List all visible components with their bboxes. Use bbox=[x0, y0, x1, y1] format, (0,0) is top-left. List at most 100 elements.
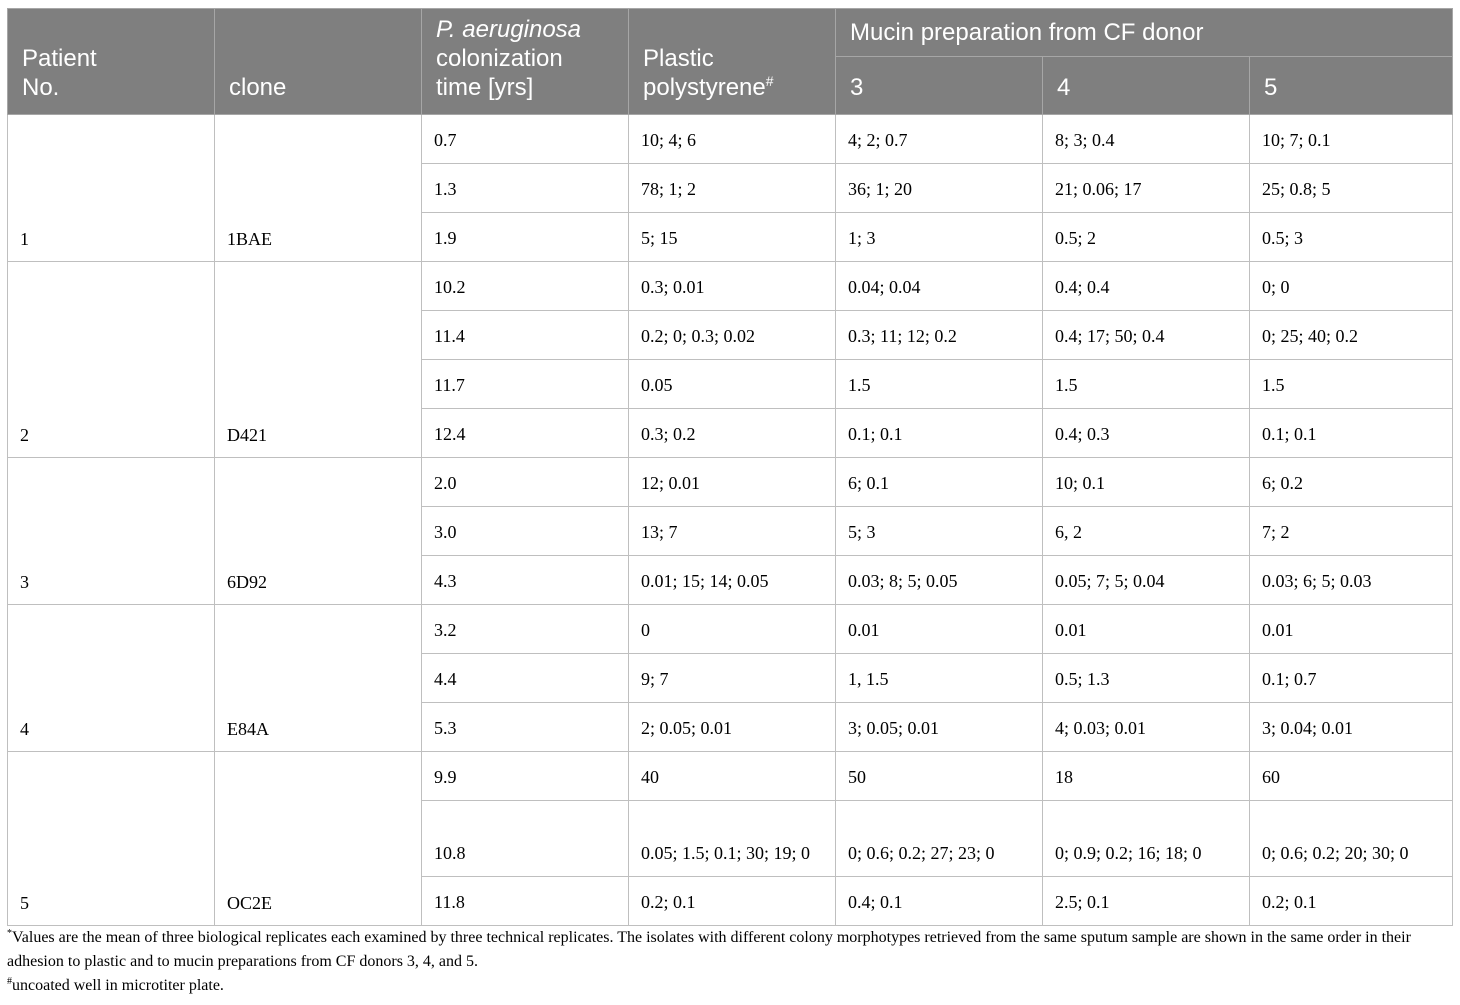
footnote-uncoated: #uncoated well in microtiter plate. bbox=[7, 976, 224, 995]
table-row: 11.7 0.05 1.5 1.5 1.5 bbox=[8, 359, 1454, 409]
cell-donor-5: 0; 25; 40; 0.2 bbox=[1248, 310, 1454, 360]
cell-plastic: 0.2; 0; 0.3; 0.02 bbox=[628, 310, 836, 360]
cell-donor-4: 0.01 bbox=[1042, 604, 1250, 654]
cell-plastic: 0.2; 0.1 bbox=[628, 876, 836, 926]
cell-donor-4: 10; 0.1 bbox=[1042, 457, 1250, 507]
cell-patient-no: 5 bbox=[7, 751, 215, 926]
cell-donor-3: 50 bbox=[835, 751, 1043, 801]
header-donor-3: 3 bbox=[835, 56, 1043, 115]
footnote-values: *Values are the mean of three biological… bbox=[7, 928, 1411, 971]
cell-donor-3: 1; 3 bbox=[835, 212, 1043, 262]
cell-donor-5: 0.01 bbox=[1248, 604, 1454, 654]
header-patient-no: Patient No. bbox=[7, 8, 215, 115]
footnotes: *Values are the mean of three biological… bbox=[7, 926, 1457, 998]
cell-plastic: 40 bbox=[628, 751, 836, 801]
cell-donor-3: 0.4; 0.1 bbox=[835, 876, 1043, 926]
table-row: 5 OC2E 9.9 40 50 18 60 bbox=[7, 751, 1454, 926]
cell-plastic: 0.3; 0.01 bbox=[628, 261, 836, 311]
cell-donor-3: 1, 1.5 bbox=[835, 653, 1043, 703]
cell-donor-5: 10; 7; 0.1 bbox=[1248, 114, 1454, 164]
cell-donor-4: 8; 3; 0.4 bbox=[1042, 114, 1250, 164]
cell-plastic: 12; 0.01 bbox=[628, 457, 836, 507]
cell-donor-4: 6, 2 bbox=[1042, 506, 1250, 556]
table-row: 1.9 5; 15 1; 3 0.5; 2 0.5; 3 bbox=[8, 212, 1454, 262]
cell-donor-3: 0.01 bbox=[835, 604, 1043, 654]
cell-colonization-time: 12.4 bbox=[421, 408, 629, 458]
cell-colonization-time: 9.9 bbox=[421, 751, 629, 801]
cell-colonization-time: 4.3 bbox=[421, 555, 629, 605]
cell-donor-3: 1.5 bbox=[835, 359, 1043, 409]
cell-donor-3: 6; 0.1 bbox=[835, 457, 1043, 507]
cell-colonization-time: 1.9 bbox=[421, 212, 629, 262]
cell-patient-no: 3 bbox=[7, 457, 215, 605]
cell-donor-3: 36; 1; 20 bbox=[835, 163, 1043, 213]
cell-donor-4: 1.5 bbox=[1042, 359, 1250, 409]
header-donor-5: 5 bbox=[1248, 56, 1454, 115]
cell-donor-5: 0.03; 6; 5; 0.03 bbox=[1248, 555, 1454, 605]
cell-donor-3: 0.1; 0.1 bbox=[835, 408, 1043, 458]
cell-donor-5: 60 bbox=[1248, 751, 1454, 801]
table-row: 1.3 78; 1; 2 36; 1; 20 21; 0.06; 17 25; 0.8;… bbox=[8, 163, 1454, 213]
cell-donor-5: 0; 0.6; 0.2; 20; 30; 0 bbox=[1248, 800, 1454, 877]
cell-donor-5: 0.1; 0.7 bbox=[1248, 653, 1454, 703]
cell-donor-5: 6; 0.2 bbox=[1248, 457, 1454, 507]
cell-plastic: 0.3; 0.2 bbox=[628, 408, 836, 458]
cell-colonization-time: 10.8 bbox=[421, 800, 629, 877]
cell-donor-3: 3; 0.05; 0.01 bbox=[835, 702, 1043, 752]
table-row: 10.8 0.05; 1.5; 0.1; 30; 19; 0 0; 0.6; 0.2… bbox=[8, 800, 1454, 877]
cell-donor-4: 0; 0.9; 0.2; 16; 18; 0 bbox=[1042, 800, 1250, 877]
cell-donor-5: 0.5; 3 bbox=[1248, 212, 1454, 262]
cell-donor-4: 0.5; 2 bbox=[1042, 212, 1250, 262]
cell-patient-no: 2 bbox=[7, 261, 215, 458]
cell-colonization-time: 2.0 bbox=[421, 457, 629, 507]
cell-donor-5: 7; 2 bbox=[1248, 506, 1454, 556]
cell-clone: 1BAE bbox=[214, 114, 422, 262]
cell-donor-3: 0.04; 0.04 bbox=[835, 261, 1043, 311]
cell-colonization-time: 5.3 bbox=[421, 702, 629, 752]
cell-colonization-time: 3.2 bbox=[421, 604, 629, 654]
cell-donor-5: 0.1; 0.1 bbox=[1248, 408, 1454, 458]
cell-colonization-time: 11.4 bbox=[421, 310, 629, 360]
cell-donor-3: 5; 3 bbox=[835, 506, 1043, 556]
cell-colonization-time: 10.2 bbox=[421, 261, 629, 311]
table-container: Patient No. clone P. aeruginosa colonizati… bbox=[7, 8, 1454, 926]
cell-clone: 6D92 bbox=[214, 457, 422, 605]
cell-donor-4: 4; 0.03; 0.01 bbox=[1042, 702, 1250, 752]
table-row: 11.4 0.2; 0; 0.3; 0.02 0.3; 11; 12; 0.2 0.4… bbox=[8, 310, 1454, 360]
data-table: Patient No. clone P. aeruginosa colonizati… bbox=[7, 8, 1454, 926]
table-row: 1 1BAE 0.7 10; 4; 6 4; 2; 0.7 8; 3; 0.4 10; 7;… bbox=[7, 114, 1454, 262]
cell-plastic: 10; 4; 6 bbox=[628, 114, 836, 164]
cell-plastic: 2; 0.05; 0.01 bbox=[628, 702, 836, 752]
cell-donor-3: 0; 0.6; 0.2; 27; 23; 0 bbox=[835, 800, 1043, 877]
cell-plastic: 0 bbox=[628, 604, 836, 654]
table-row: 2 D421 10.2 0.3; 0.01 0.04; 0.04 0.4; 0.4 0; 0 bbox=[7, 261, 1454, 458]
cell-plastic: 9; 7 bbox=[628, 653, 836, 703]
cell-donor-5: 3; 0.04; 0.01 bbox=[1248, 702, 1454, 752]
cell-donor-4: 0.4; 0.4 bbox=[1042, 261, 1250, 311]
cell-colonization-time: 4.4 bbox=[421, 653, 629, 703]
cell-donor-5: 0; 0 bbox=[1248, 261, 1454, 311]
cell-plastic: 0.05; 1.5; 0.1; 30; 19; 0 bbox=[628, 800, 836, 877]
table-row: 12.4 0.3; 0.2 0.1; 0.1 0.4; 0.3 0.1; 0.1 bbox=[8, 408, 1454, 458]
cell-donor-5: 0.2; 0.1 bbox=[1248, 876, 1454, 926]
table-row: 4 E84A 3.2 0 0.01 0.01 0.01 bbox=[7, 604, 1454, 752]
header-mucin-preparation: Mucin preparation from CF donor bbox=[834, 8, 1454, 57]
header-donor-4: 4 bbox=[1042, 56, 1250, 115]
table-row: 3 6D92 2.0 12; 0.01 6; 0.1 10; 0.1 6; 0.2 bbox=[7, 457, 1454, 605]
cell-donor-3: 0.3; 11; 12; 0.2 bbox=[835, 310, 1043, 360]
cell-donor-3: 4; 2; 0.7 bbox=[835, 114, 1043, 164]
cell-donor-5: 1.5 bbox=[1248, 359, 1454, 409]
header-plastic-polystyrene: Plastic polystyrene# bbox=[628, 8, 836, 115]
cell-donor-4: 18 bbox=[1042, 751, 1250, 801]
cell-colonization-time: 3.0 bbox=[421, 506, 629, 556]
cell-colonization-time: 11.7 bbox=[421, 359, 629, 409]
cell-plastic: 5; 15 bbox=[628, 212, 836, 262]
cell-donor-4: 0.4; 0.3 bbox=[1042, 408, 1250, 458]
cell-donor-4: 0.5; 1.3 bbox=[1042, 653, 1250, 703]
cell-plastic: 0.01; 15; 14; 0.05 bbox=[628, 555, 836, 605]
cell-donor-5: 25; 0.8; 5 bbox=[1248, 163, 1454, 213]
cell-donor-4: 21; 0.06; 17 bbox=[1042, 163, 1250, 213]
cell-plastic: 13; 7 bbox=[628, 506, 836, 556]
cell-colonization-time: 0.7 bbox=[421, 114, 629, 164]
cell-donor-3: 0.03; 8; 5; 0.05 bbox=[835, 555, 1043, 605]
